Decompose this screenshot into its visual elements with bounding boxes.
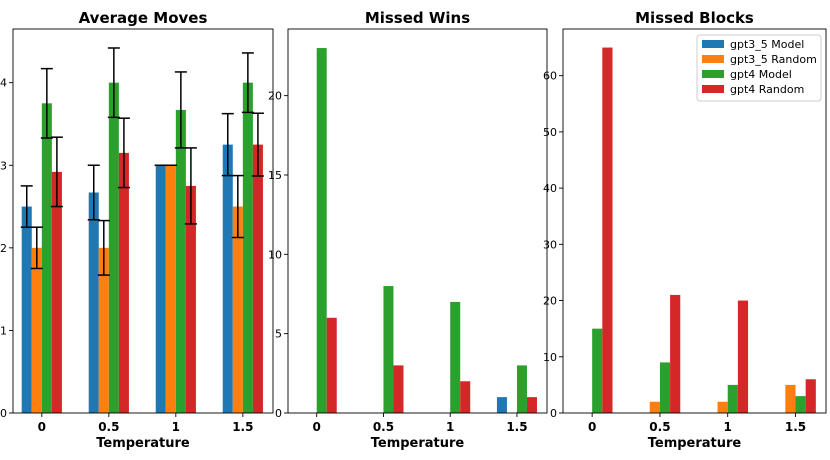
- y-tick-label: 15: [268, 169, 282, 182]
- y-tick-label: 20: [268, 90, 282, 103]
- bar-gpt3_5-random-1: [165, 165, 176, 413]
- x-tick-label: 1: [724, 420, 732, 434]
- legend-swatch-gpt4-random: [702, 85, 724, 93]
- bar-gpt4-random-1.5: [526, 397, 537, 413]
- bar-gpt4-random-1: [460, 381, 471, 413]
- bar-gpt4-model-1.5: [242, 82, 253, 413]
- legend-label: gpt3_5 Random: [730, 53, 817, 66]
- x-tick-label: 1: [172, 420, 180, 434]
- bar-gpt3_5-random-0.5: [98, 247, 109, 413]
- legend-swatch-gpt3_5-random: [702, 55, 724, 63]
- legend-label: gpt3_5 Model: [730, 38, 804, 51]
- bar-gpt3_5-model-0: [21, 206, 32, 413]
- x-tick-label: 1: [446, 420, 454, 434]
- y-tick-label: 5: [275, 328, 282, 341]
- chart-title: Average Moves: [79, 9, 208, 27]
- bar-gpt3_5-random-1.5: [232, 206, 243, 413]
- x-tick-label: 0.5: [373, 420, 394, 434]
- legend-swatch-gpt3_5-model: [702, 40, 724, 48]
- y-tick-label: 30: [543, 238, 557, 251]
- bar-gpt4-model-1.5: [516, 365, 527, 413]
- bar-gpt3_5-model-1.5: [222, 144, 233, 413]
- bar-gpt4-random-0.5: [670, 294, 681, 413]
- bar-gpt3_5-model-1: [155, 165, 166, 413]
- bar-gpt4-random-0: [51, 171, 62, 413]
- bar-gpt4-model-1: [450, 301, 461, 413]
- bar-gpt4-model-1.5: [795, 396, 806, 413]
- y-tick-label: 0: [550, 407, 557, 420]
- bar-gpt4-model-1: [727, 384, 738, 413]
- y-tick-label: 0: [275, 407, 282, 420]
- x-axis-label: Temperature: [371, 436, 465, 451]
- legend-box: [696, 34, 822, 102]
- bar-gpt3_5-random-0: [31, 247, 42, 413]
- y-tick-label: 1: [0, 324, 7, 337]
- x-tick-label: 1.5: [506, 420, 527, 434]
- bar-gpt3_5-model-1.5: [496, 397, 507, 413]
- bar-gpt4-random-1: [185, 185, 196, 413]
- bar-gpt4-random-1.5: [805, 379, 816, 413]
- bar-gpt3_5-random-1: [717, 401, 728, 413]
- bar-gpt4-random-1.5: [252, 144, 263, 413]
- x-tick-label: 0.5: [649, 420, 670, 434]
- y-tick-label: 40: [543, 182, 557, 195]
- bar-gpt4-model-0: [41, 103, 52, 414]
- y-tick-label: 3: [0, 159, 7, 172]
- bar-gpt4-random-1: [737, 300, 749, 413]
- axes-frame: [562, 28, 827, 414]
- axes-frame: [12, 28, 274, 414]
- y-tick-label: 60: [543, 70, 557, 83]
- y-tick-label: 4: [0, 77, 7, 90]
- bar-gpt4-random-0.5: [118, 152, 129, 413]
- y-tick-label: 10: [268, 248, 282, 261]
- bar-gpt4-random-0: [326, 317, 337, 413]
- x-tick-label: 0: [38, 420, 46, 434]
- chart-title: Missed Blocks: [635, 9, 754, 27]
- bar-gpt4-model-0.5: [659, 362, 671, 413]
- x-axis-label: Temperature: [648, 436, 742, 451]
- bar-gpt4-model-0: [592, 328, 603, 413]
- x-tick-label: 0: [313, 420, 321, 434]
- x-tick-label: 1.5: [785, 420, 806, 434]
- bar-gpt3_5-random-1.5: [785, 384, 796, 413]
- axes-frame: [287, 28, 548, 414]
- y-tick-label: 20: [543, 295, 557, 308]
- bar-gpt4-random-0.5: [393, 365, 404, 413]
- chart-title: Missed Wins: [365, 9, 470, 27]
- bar-gpt3_5-random-0.5: [649, 401, 660, 413]
- y-tick-label: 0: [0, 407, 7, 420]
- x-tick-label: 0.5: [98, 420, 119, 434]
- bar-gpt3_5-model-0.5: [88, 192, 99, 413]
- x-tick-label: 0: [588, 420, 596, 434]
- bar-gpt4-model-0.5: [383, 286, 394, 413]
- y-tick-label: 50: [543, 126, 557, 139]
- y-tick-label: 10: [543, 351, 557, 364]
- x-axis-label: Temperature: [96, 436, 190, 451]
- legend-swatch-gpt4-model: [702, 70, 724, 78]
- y-tick-label: 2: [0, 242, 7, 255]
- legend-label: gpt4 Random: [730, 83, 804, 96]
- bar-gpt4-model-0: [316, 48, 327, 413]
- bar-gpt4-model-1: [175, 109, 186, 414]
- bar-gpt4-random-0: [602, 47, 613, 414]
- bar-gpt4-model-0.5: [108, 82, 119, 413]
- legend-label: gpt4 Model: [730, 68, 792, 81]
- x-tick-label: 1.5: [232, 420, 253, 434]
